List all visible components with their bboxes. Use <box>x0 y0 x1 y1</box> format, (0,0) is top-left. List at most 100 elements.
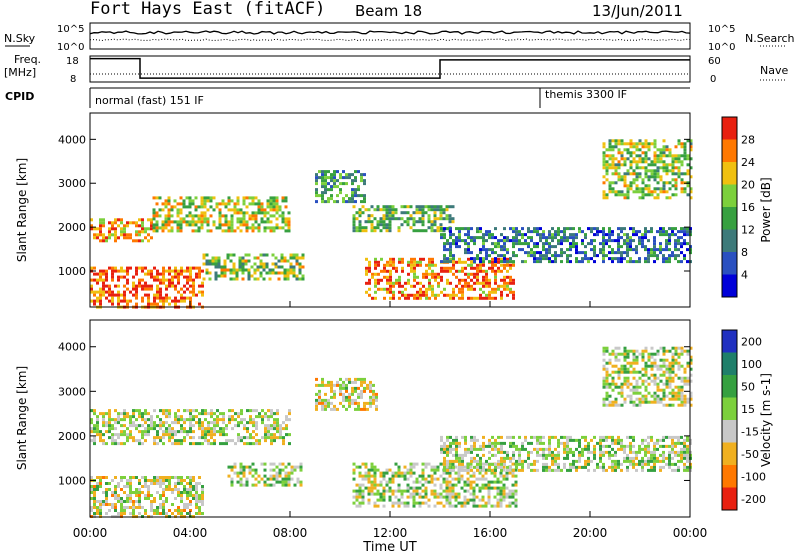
heatmap-cell <box>461 459 464 463</box>
heatmap-cell <box>659 151 663 155</box>
heatmap-cell <box>593 444 596 448</box>
heatmap-cell <box>422 284 425 288</box>
heatmap-cell <box>102 221 105 225</box>
heatmap-cell <box>587 456 590 460</box>
heatmap-cell <box>458 281 461 285</box>
heatmap-cell <box>428 287 431 291</box>
heatmap-cell <box>330 194 333 198</box>
heatmap-cell <box>424 486 428 490</box>
heatmap-cell <box>494 468 497 472</box>
heatmap-cell <box>626 190 630 194</box>
heatmap-cell <box>189 427 192 431</box>
heatmap-cell <box>150 415 153 419</box>
heatmap-cell <box>505 495 509 499</box>
heatmap-cell <box>488 438 491 442</box>
heatmap-cell <box>521 462 524 466</box>
heatmap-cell <box>647 257 650 261</box>
heatmap-cell <box>342 170 345 174</box>
heatmap-cell <box>514 492 518 496</box>
heatmap-cell <box>278 205 282 209</box>
heatmap-cell <box>614 441 617 445</box>
heatmap-cell <box>671 367 675 371</box>
heatmap-cell <box>478 489 482 493</box>
heatmap-cell <box>533 254 536 258</box>
heatmap-cell <box>233 462 237 466</box>
heatmap-cell <box>554 257 557 261</box>
heatmap-cell <box>205 268 209 272</box>
heatmap-cell <box>575 257 578 261</box>
heatmap-cell <box>584 251 587 255</box>
heatmap-cell <box>626 157 630 161</box>
heatmap-cell <box>255 409 258 413</box>
heatmap-cell <box>599 251 602 255</box>
heatmap-cell <box>126 221 129 225</box>
heatmap-cell <box>156 284 159 288</box>
heatmap-cell <box>263 229 267 233</box>
heatmap-cell <box>422 257 425 261</box>
heatmap-cell <box>186 296 189 300</box>
heatmap-cell <box>168 412 171 416</box>
heatmap-cell <box>135 476 138 479</box>
heatmap-cell <box>255 415 258 419</box>
heatmap-cell <box>560 260 563 264</box>
heatmap-cell <box>93 427 96 431</box>
heatmap-cell <box>400 223 404 227</box>
heatmap-cell <box>392 281 395 285</box>
heatmap-cell <box>524 251 527 255</box>
heatmap-cell <box>677 364 681 368</box>
heatmap-cell <box>677 397 681 401</box>
heatmap-cell <box>360 173 363 177</box>
heatmap-cell <box>647 400 651 404</box>
heatmap-cell <box>239 465 243 469</box>
heatmap-cell <box>96 415 99 419</box>
heatmap-cell <box>123 485 126 488</box>
heatmap-cell <box>617 248 620 252</box>
y-tick-label: 4000 <box>58 341 86 354</box>
heatmap-cell <box>248 226 252 230</box>
heatmap-cell <box>599 456 602 460</box>
heatmap-cell <box>605 196 609 200</box>
heatmap-cell <box>174 433 177 437</box>
heatmap-cell <box>117 302 120 306</box>
heatmap-cell <box>114 284 117 288</box>
heatmap-cell <box>602 382 606 386</box>
heatmap-cell <box>189 485 192 488</box>
heatmap-cell <box>206 199 210 203</box>
heatmap-cell <box>262 262 266 266</box>
heatmap-cell <box>464 266 467 270</box>
heatmap-cell <box>183 439 186 443</box>
heatmap-cell <box>448 480 452 484</box>
heatmap-cell <box>469 480 473 484</box>
heatmap-cell <box>185 196 189 200</box>
heatmap-cell <box>620 190 624 194</box>
heatmap-cell <box>449 233 452 237</box>
y-tick-label: 4000 <box>58 133 86 146</box>
heatmap-cell <box>105 290 108 294</box>
heatmap-cell <box>424 465 428 469</box>
heatmap-cell <box>289 262 293 266</box>
heatmap-cell <box>108 509 111 512</box>
heatmap-cell <box>428 266 431 270</box>
colorbar-segment <box>722 252 737 275</box>
heatmap-cell <box>162 506 165 509</box>
heatmap-cell <box>144 512 147 515</box>
heatmap-cell <box>461 227 464 231</box>
heatmap-cell <box>339 392 342 396</box>
heatmap-cell <box>240 409 243 413</box>
heatmap-cell <box>123 491 126 494</box>
heatmap-cell <box>144 287 147 291</box>
heatmap-cell <box>234 424 237 428</box>
heatmap-cell <box>572 450 575 454</box>
heatmap-cell <box>496 477 500 481</box>
heatmap-cell <box>488 248 491 252</box>
heatmap-cell <box>245 211 249 215</box>
heatmap-cell <box>512 230 515 234</box>
heatmap-cell <box>105 503 108 506</box>
heatmap-cell <box>677 468 680 472</box>
heatmap-cell <box>389 290 392 294</box>
heatmap-cell <box>410 266 413 270</box>
heatmap-cell <box>298 277 302 281</box>
heatmap-cell <box>647 459 650 463</box>
heatmap-cell <box>177 494 180 497</box>
